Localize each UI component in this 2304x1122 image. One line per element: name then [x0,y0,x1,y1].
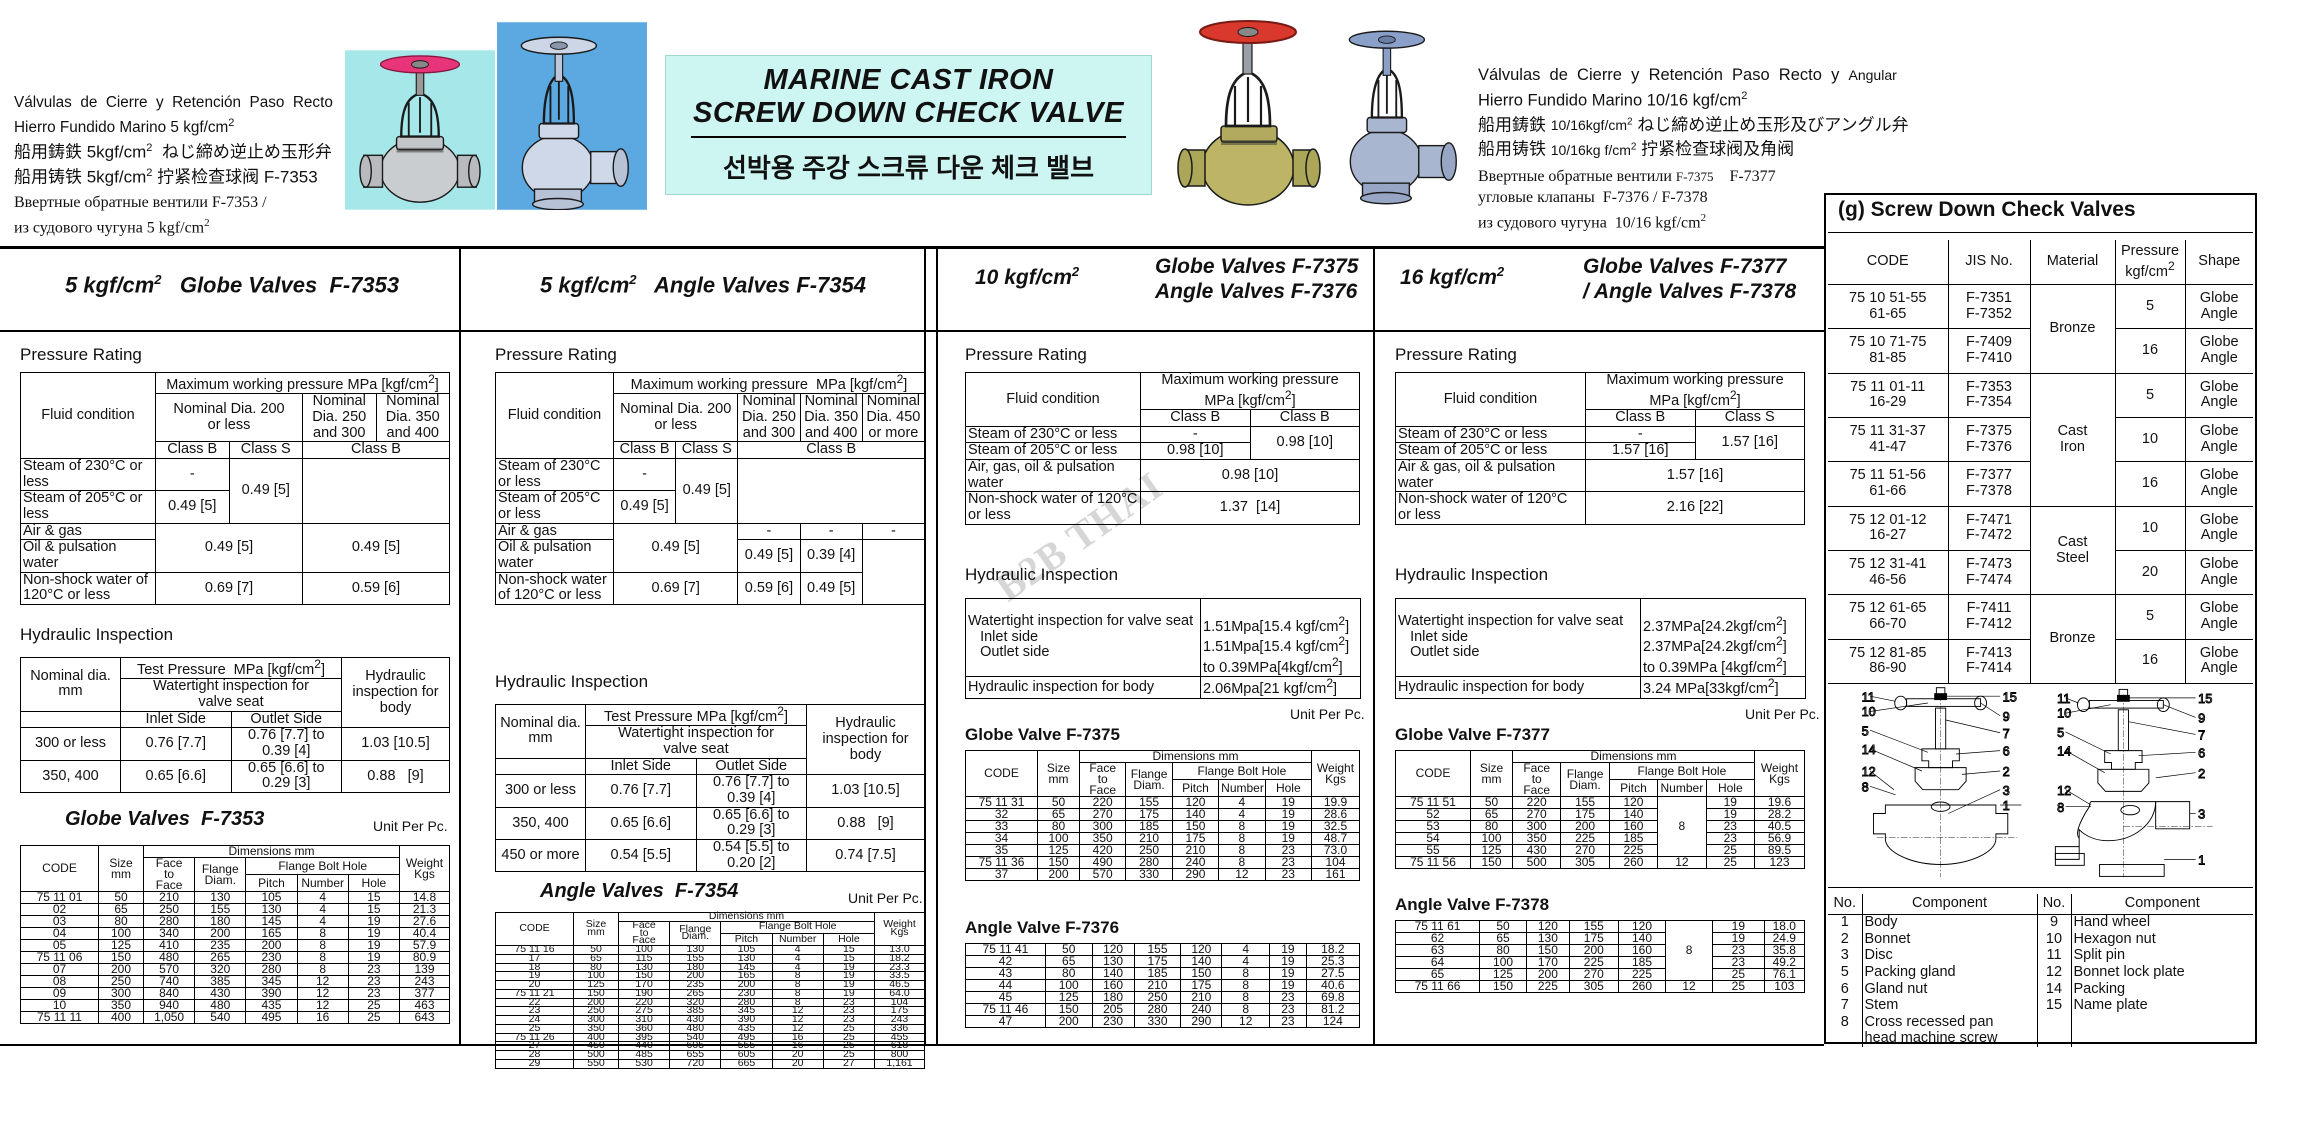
svg-text:14: 14 [2057,744,2071,759]
svg-text:10: 10 [1862,704,1876,719]
svg-text:2: 2 [2003,764,2010,779]
svg-text:8: 8 [1862,779,1869,794]
svg-text:3: 3 [2003,783,2010,798]
svg-text:6: 6 [2198,745,2205,760]
svg-text:9: 9 [2198,711,2205,726]
svg-text:3: 3 [2198,807,2205,822]
svg-text:12: 12 [2057,783,2071,798]
svg-text:11: 11 [1862,689,1875,704]
svg-text:5: 5 [2057,725,2064,740]
svg-text:10: 10 [2057,705,2071,720]
svg-text:11: 11 [2057,691,2070,706]
svg-text:1: 1 [2198,853,2205,868]
svg-text:9: 9 [2003,709,2010,724]
svg-text:7: 7 [2198,728,2205,743]
svg-text:1: 1 [2003,798,2010,813]
svg-text:2: 2 [2198,766,2205,781]
svg-text:14: 14 [1862,742,1876,757]
svg-text:12: 12 [1862,764,1876,779]
svg-text:15: 15 [2198,691,2212,706]
svg-text:6: 6 [2003,744,2010,759]
svg-text:15: 15 [2003,689,2017,704]
svg-text:7: 7 [2003,726,2010,741]
svg-text:5: 5 [1862,723,1869,738]
svg-text:8: 8 [2057,800,2064,815]
